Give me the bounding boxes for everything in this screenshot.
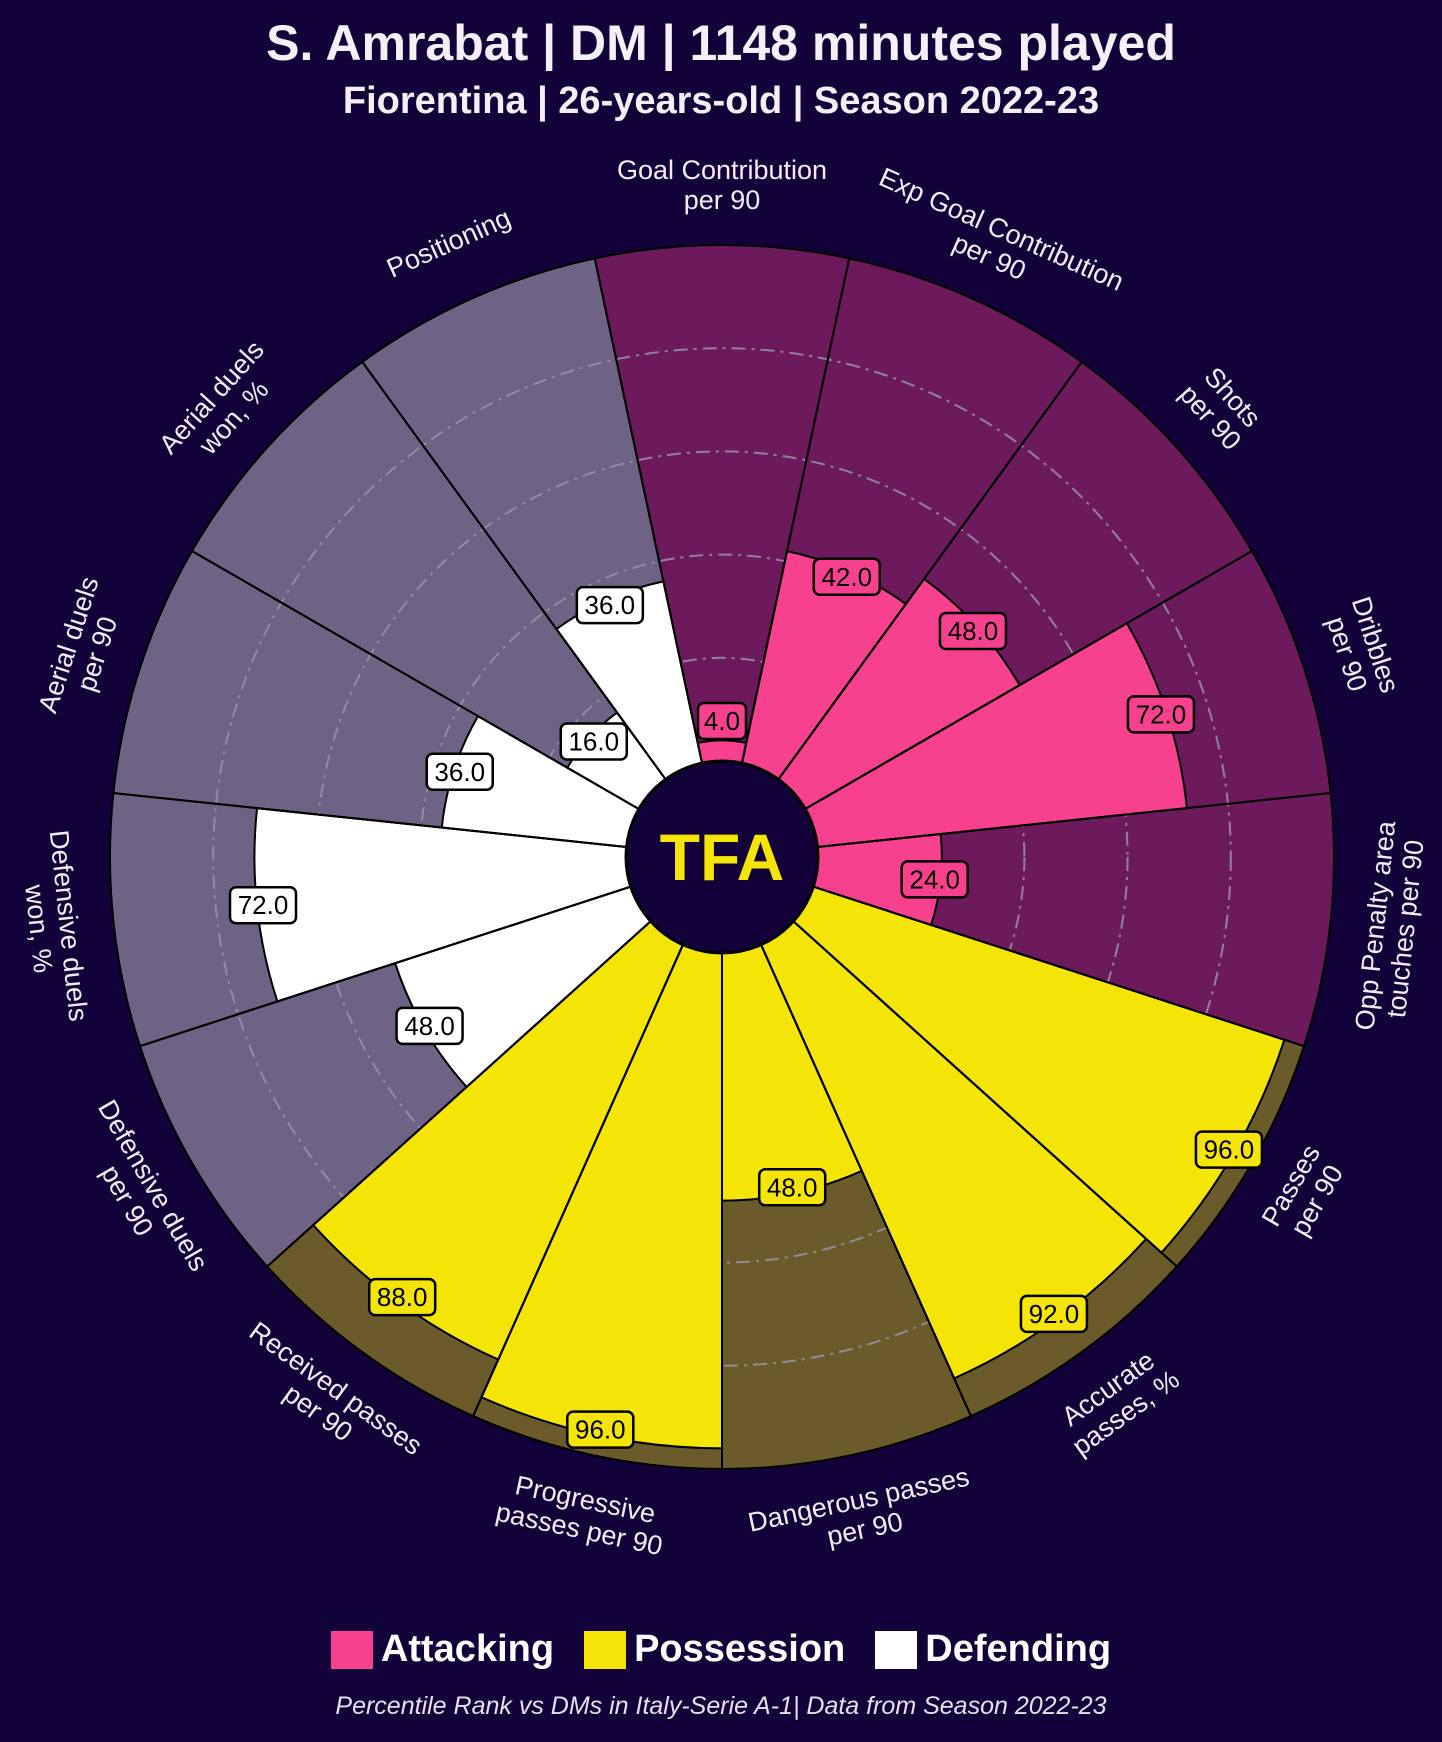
param-label-line: per 90 — [684, 185, 761, 215]
pizza-chart: 4.0 42.0 48.0 72.0 24.0 96.0 92.0 48.0 96.0 88.0 4… — [19, 155, 1430, 1561]
legend-item-attacking: Attacking — [330, 1628, 555, 1671]
legend-item-possession: Possession — [584, 1628, 845, 1671]
footnote: Percentile Rank vs DMs in Italy-Serie A-… — [335, 1692, 1107, 1720]
value-label-text: 48.0 — [404, 1011, 455, 1041]
value-label-text: 24.0 — [909, 864, 960, 894]
chart-title: S. Amrabat | DM | 1148 minutes played — [266, 15, 1176, 71]
center-logo-disc — [624, 759, 820, 955]
value-label-received-passes-per-90: 88.0 — [367, 1277, 437, 1317]
chart-subtitle: Fiorentina | 26-years-old | Season 2022-… — [342, 80, 1100, 122]
value-label-box — [559, 722, 629, 761]
value-label-text: 4.0 — [704, 706, 740, 736]
value-label-text: 42.0 — [821, 562, 872, 592]
value-label-box — [1194, 1130, 1264, 1169]
value-label-opp-penalty-area-touches-per-90: 24.0 — [900, 860, 969, 899]
value-label-box — [425, 752, 494, 792]
value-label-text: 96.0 — [1204, 1135, 1255, 1165]
legend-label-defending: Defending — [925, 1628, 1112, 1670]
value-label-text: 48.0 — [767, 1172, 818, 1202]
bg-wedge-aerial-duels-won — [191, 361, 666, 809]
legend-label-attacking: Attacking — [380, 1628, 555, 1670]
legend-swatch-possession — [584, 1630, 627, 1669]
legend-item-defending: Defending — [875, 1628, 1111, 1671]
value-label-box — [938, 611, 1008, 651]
legend-swatch-attacking — [330, 1630, 373, 1669]
value-label-box — [900, 860, 969, 899]
value-label-box — [367, 1277, 437, 1317]
value-label-text: 72.0 — [238, 890, 289, 920]
legend-swatch-defending — [875, 1630, 918, 1669]
value-label-text: 72.0 — [1136, 699, 1187, 729]
value-label-dangerous-passes-per-90: 48.0 — [757, 1168, 827, 1207]
value-label-box — [1126, 695, 1196, 734]
value-label-goal-contribution-per-90: 4.0 — [696, 701, 748, 741]
value-label-text: 36.0 — [585, 590, 636, 620]
value-label-dribbles-per-90: 72.0 — [1126, 695, 1196, 734]
value-label-box — [696, 701, 748, 741]
value-label-box — [757, 1168, 827, 1207]
param-label-line: Positioning — [382, 203, 515, 284]
value-label-box — [812, 557, 882, 597]
value-label-text: 36.0 — [434, 757, 485, 787]
bg-wedge-opp-penalty-area-touches-per-90 — [813, 793, 1334, 1047]
legend-label-possession: Possession — [634, 1628, 846, 1670]
value-label-text: 48.0 — [948, 616, 999, 646]
tfa-logo: TFA — [660, 820, 785, 894]
value-label-positioning: 36.0 — [575, 585, 645, 625]
value-label-text: 88.0 — [377, 1282, 428, 1312]
value-label-text: 16.0 — [568, 727, 619, 757]
value-label-progressive-passes-per-90: 96.0 — [566, 1410, 635, 1449]
value-label-exp-goal-contribution-per-90: 42.0 — [812, 557, 882, 597]
value-label-text: 96.0 — [575, 1415, 626, 1445]
param-label-line: Goal Contribution — [617, 155, 827, 185]
bg-wedge-goal-contribution-per-90 — [594, 244, 850, 764]
legend: Attacking Possession Defending — [0, 1628, 1442, 1671]
value-label-box — [395, 1006, 464, 1046]
value-label-box — [228, 885, 298, 925]
value-label-aerial-duels-per-90: 36.0 — [425, 752, 494, 792]
value-label-text: 92.0 — [1029, 1299, 1080, 1329]
value-label-shots-per-90: 48.0 — [938, 611, 1008, 651]
value-label-box — [575, 585, 645, 625]
grid-ring-60 — [315, 450, 1129, 1264]
value-label-box — [1019, 1294, 1089, 1334]
value-label-accurate-passes: 92.0 — [1019, 1294, 1089, 1334]
grid-ring-80 — [212, 347, 1232, 1367]
value-label-defensive-duels-won: 72.0 — [228, 885, 298, 925]
value-label-box — [566, 1410, 635, 1449]
value-label-defensive-duels-per-90: 48.0 — [395, 1006, 464, 1046]
value-label-passes-per-90: 96.0 — [1194, 1130, 1264, 1169]
param-label-positioning: Positioning — [382, 203, 515, 284]
value-label-aerial-duels-won: 16.0 — [559, 722, 629, 761]
